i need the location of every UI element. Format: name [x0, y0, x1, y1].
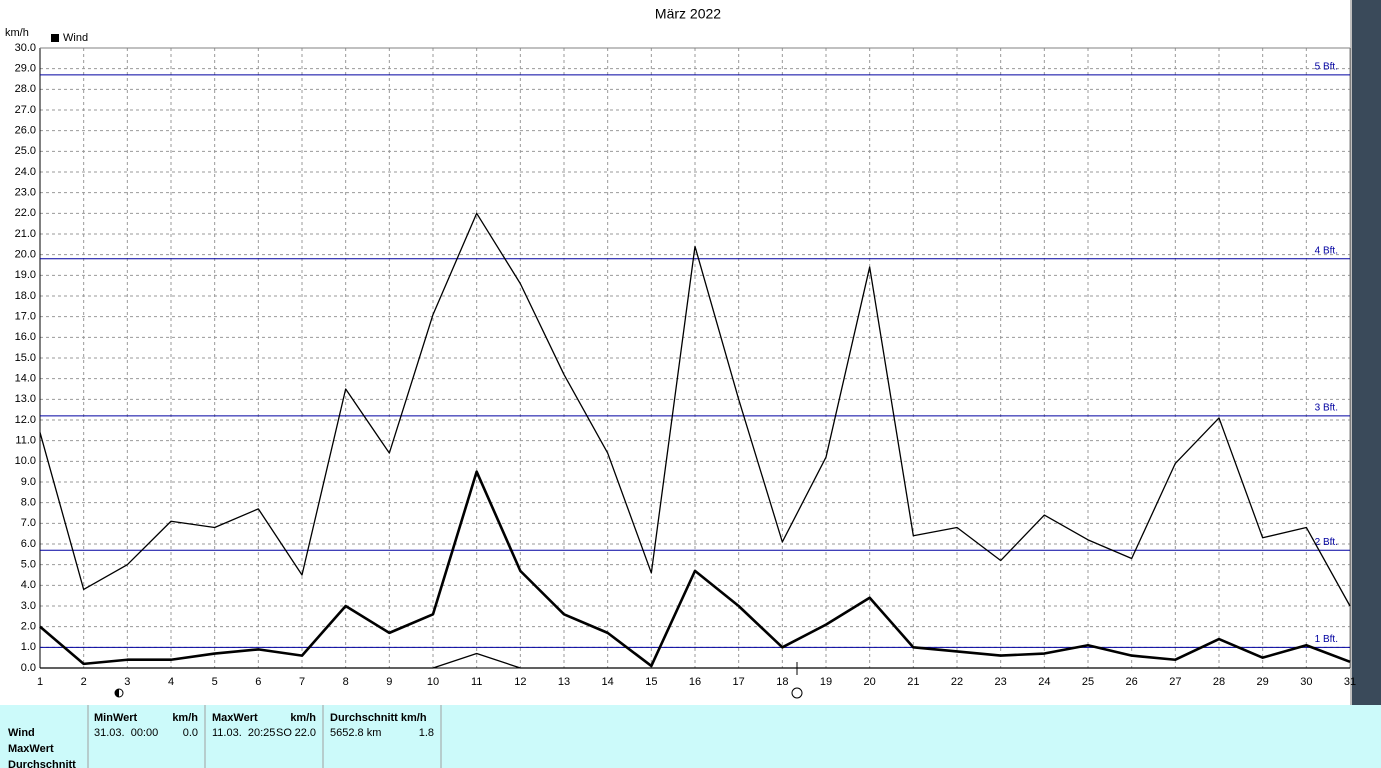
x-tick-label: 5: [212, 676, 218, 688]
y-tick-label: 4.0: [21, 579, 36, 591]
data-line: [39, 212, 1351, 607]
row-label: Durchschnitt: [8, 759, 76, 768]
y-tick-label: 27.0: [15, 104, 36, 116]
x-tick-label: 18: [776, 676, 788, 688]
data-line: [40, 652, 1350, 669]
y-tick-label: 22.0: [15, 207, 36, 219]
y-tick-label: 11.0: [15, 435, 36, 447]
x-tick-label: 14: [602, 676, 614, 688]
y-tick-label: 29.0: [15, 63, 36, 75]
y-tick-label: 17.0: [15, 311, 36, 323]
y-tick-label: 8.0: [21, 497, 36, 509]
table-cell: 22.0: [295, 727, 316, 739]
table-cell: 31.03. 00:00: [94, 727, 158, 739]
y-tick-label: 5.0: [21, 559, 36, 571]
stats-panel: [0, 705, 1381, 768]
y-tick-label: 6.0: [21, 538, 36, 550]
moon-icon: [791, 687, 803, 699]
column-header: MaxWert: [212, 712, 258, 724]
x-tick-label: 4: [168, 676, 174, 688]
reference-label: 1 Bft.: [1315, 634, 1338, 645]
column-header: MinWert: [94, 712, 138, 724]
y-tick-label: 9.0: [21, 476, 36, 488]
x-tick-label: 3: [124, 676, 130, 688]
y-tick-label: 25.0: [15, 145, 36, 157]
y-tick-label: 23.0: [15, 187, 36, 199]
y-tick-label: 14.0: [15, 373, 36, 385]
x-tick-label: 19: [820, 676, 832, 688]
x-tick-label: 9: [386, 676, 392, 688]
x-tick-label: 11: [471, 676, 482, 688]
column-unit: km/h: [172, 712, 198, 724]
x-tick-label: 23: [995, 676, 1007, 688]
desktop-strip: [1352, 0, 1381, 705]
y-tick-label: 10.0: [15, 455, 36, 467]
y-tick-label: 3.0: [21, 600, 36, 612]
x-tick-label: 29: [1257, 676, 1269, 688]
reference-label: 4 Bft.: [1315, 245, 1338, 256]
x-tick-label: 2: [81, 676, 87, 688]
y-tick-label: 19.0: [15, 269, 36, 281]
x-tick-label: 26: [1126, 676, 1138, 688]
y-tick-label: 16.0: [15, 331, 36, 343]
x-tick-label: 24: [1038, 676, 1050, 688]
table-cell: 1.8: [419, 727, 434, 739]
y-tick-label: 12.0: [15, 414, 36, 426]
x-tick-label: 13: [558, 676, 570, 688]
column-unit: km/h: [290, 712, 316, 724]
x-tick-label: 12: [514, 676, 526, 688]
x-tick-label: 20: [864, 676, 876, 688]
y-tick-label: 0.0: [21, 662, 36, 674]
data-line: [39, 470, 1351, 668]
y-tick-label: 13.0: [15, 393, 36, 405]
y-axis-label: km/h: [5, 27, 29, 39]
y-tick-label: 26.0: [15, 125, 36, 137]
row-label: MaxWert: [8, 743, 54, 755]
y-tick-label: 20.0: [15, 249, 36, 261]
x-tick-label: 1: [37, 676, 43, 688]
moon-icon-shade: [115, 689, 119, 697]
reference-label: 5 Bft.: [1315, 62, 1338, 73]
x-tick-label: 15: [645, 676, 657, 688]
x-tick-label: 16: [689, 676, 701, 688]
table-cell: 0.0: [183, 727, 198, 739]
y-tick-label: 2.0: [21, 621, 36, 633]
x-tick-label: 10: [427, 676, 439, 688]
y-tick-label: 7.0: [21, 517, 36, 529]
x-tick-label: 22: [951, 676, 963, 688]
x-tick-label: 25: [1082, 676, 1094, 688]
row-label: Wind: [8, 727, 35, 739]
reference-label: 2 Bft.: [1315, 537, 1338, 548]
x-tick-label: 8: [343, 676, 349, 688]
column-header: Durchschnitt km/h: [330, 712, 427, 724]
y-tick-label: 30.0: [15, 42, 36, 54]
y-tick-label: 1.0: [21, 641, 36, 653]
x-tick-label: 6: [255, 676, 261, 688]
x-tick-label: 30: [1300, 676, 1312, 688]
table-cell: 5652.8 km: [330, 727, 381, 739]
x-tick-label: 27: [1169, 676, 1181, 688]
y-tick-label: 21.0: [15, 228, 36, 240]
y-tick-label: 28.0: [15, 83, 36, 95]
x-tick-label: 31: [1344, 676, 1356, 688]
x-tick-label: 17: [733, 676, 745, 688]
y-tick-label: 15.0: [15, 352, 36, 364]
y-tick-label: 18.0: [15, 290, 36, 302]
legend-swatch: [51, 34, 59, 42]
table-cell: 11.03. 20:25: [212, 727, 275, 739]
reference-label: 3 Bft.: [1315, 403, 1338, 414]
x-tick-label: 28: [1213, 676, 1225, 688]
x-tick-label: 21: [907, 676, 919, 688]
y-tick-label: 24.0: [15, 166, 36, 178]
x-tick-label: 7: [299, 676, 305, 688]
table-cell: SO: [276, 727, 292, 739]
legend-label: Wind: [63, 32, 88, 44]
chart-title: März 2022: [655, 6, 721, 22]
